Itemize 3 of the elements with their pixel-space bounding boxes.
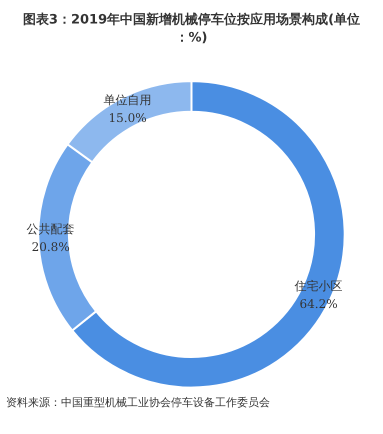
text: 资料来源：中国重型机械工业协会停车设备工作委员会 (6, 396, 270, 409)
data-label: 15.0% (108, 110, 147, 125)
chart-title: 图表3：2019年中国新增机械停车位按应用场景构成(单位：%) (22, 12, 360, 46)
